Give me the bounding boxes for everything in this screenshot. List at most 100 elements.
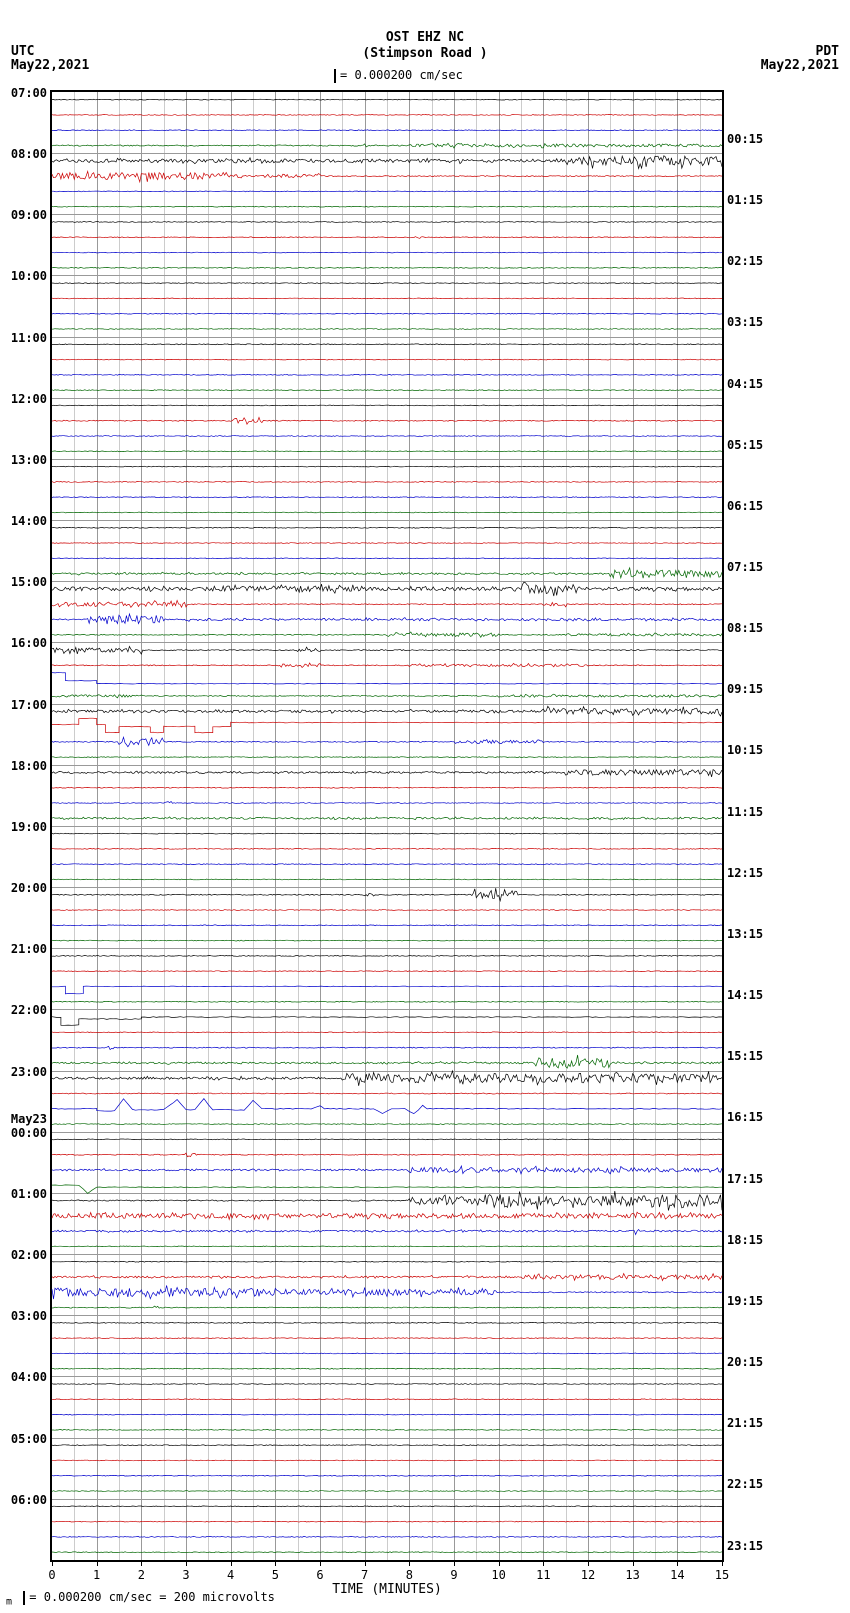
xtick [677,1560,678,1566]
xtick-label: 13 [625,1568,639,1582]
hour-label-left: 03:00 [11,1309,47,1323]
hour-label-right: 19:15 [727,1294,763,1308]
footer-legend: m = 0.000200 cm/sec = 200 microvolts [6,1590,275,1607]
station-title: OST EHZ NC [0,30,850,45]
gridline-h [52,1315,722,1316]
hour-label-left: 01:00 [11,1187,47,1201]
hour-label-right: 14:15 [727,988,763,1002]
hour-label-right: 18:15 [727,1233,763,1247]
xtick-label: 3 [182,1568,189,1582]
hour-label-left: 07:00 [11,86,47,100]
hour-label-left: 15:00 [11,575,47,589]
xtick-label: 5 [272,1568,279,1582]
xtick [275,1560,276,1566]
xtick-label: 10 [491,1568,505,1582]
xtick-label: 4 [227,1568,234,1582]
hour-label-left: 06:00 [11,1493,47,1507]
xtick [722,1560,723,1566]
gridline-h [52,1254,722,1255]
gridline-h [52,581,722,582]
tz-right: PDT [816,44,839,59]
gridline-h [52,948,722,949]
hour-label-left: 23:00 [11,1065,47,1079]
gridline-h [52,398,722,399]
location-title: (Stimpson Road ) [0,46,850,61]
hour-label-left: 21:00 [11,942,47,956]
hour-label-right: 07:15 [727,560,763,574]
tz-left: UTC [11,44,34,59]
xtick [454,1560,455,1566]
hour-label-left: 18:00 [11,759,47,773]
hour-label-left: 00:00 [11,1126,47,1140]
hour-label-right: 04:15 [727,377,763,391]
xtick [588,1560,589,1566]
xtick-label: 6 [316,1568,323,1582]
hour-label-right: 13:15 [727,927,763,941]
date-left-2: May23 [11,1112,47,1126]
hour-label-right: 15:15 [727,1049,763,1063]
xtick [633,1560,634,1566]
xtick-label: 2 [138,1568,145,1582]
hour-label-right: 09:15 [727,682,763,696]
hour-label-left: 09:00 [11,208,47,222]
gridline-h [52,1438,722,1439]
hour-label-left: 11:00 [11,331,47,345]
hour-label-right: 01:15 [727,193,763,207]
hour-label-left: 08:00 [11,147,47,161]
hour-label-right: 03:15 [727,315,763,329]
hour-label-right: 20:15 [727,1355,763,1369]
hour-label-right: 08:15 [727,621,763,635]
gridline-h [52,704,722,705]
gridline-h [52,1499,722,1500]
hour-label-right: 22:15 [727,1477,763,1491]
hour-label-right: 17:15 [727,1172,763,1186]
gridline-h [52,1071,722,1072]
xtick [52,1560,53,1566]
gridline-h [52,887,722,888]
gridline-h [52,1132,722,1133]
gridline-h [52,214,722,215]
xtick-label: 0 [48,1568,55,1582]
date-right: May22,2021 [761,58,839,73]
gridline-h [52,1009,722,1010]
xtick [365,1560,366,1566]
hour-label-left: 20:00 [11,881,47,895]
hour-label-left: 17:00 [11,698,47,712]
xtick [543,1560,544,1566]
hour-label-right: 16:15 [727,1110,763,1124]
gridline-h [52,826,722,827]
gridline-h [52,459,722,460]
xtick-label: 15 [715,1568,729,1582]
gridline-h [52,275,722,276]
hour-label-left: 04:00 [11,1370,47,1384]
hour-label-right: 10:15 [727,743,763,757]
hour-label-left: 13:00 [11,453,47,467]
hour-label-left: 22:00 [11,1003,47,1017]
hour-label-right: 00:15 [727,132,763,146]
xtick [141,1560,142,1566]
gridline-h [52,1376,722,1377]
xtick [231,1560,232,1566]
hour-label-right: 06:15 [727,499,763,513]
hour-label-right: 11:15 [727,805,763,819]
gridline-h [52,642,722,643]
hour-label-left: 12:00 [11,392,47,406]
hour-label-left: 16:00 [11,636,47,650]
gridline-h [52,765,722,766]
hour-label-right: 02:15 [727,254,763,268]
hour-label-left: 02:00 [11,1248,47,1262]
gridline-h [52,520,722,521]
gridline-h [52,337,722,338]
xtick-label: 8 [406,1568,413,1582]
hour-label-left: 10:00 [11,269,47,283]
gridline-h [52,1193,722,1194]
xtick-label: 9 [450,1568,457,1582]
xtick [320,1560,321,1566]
seismogram: OST EHZ NC (Stimpson Road ) UTC PDT May2… [0,0,850,1613]
hour-label-right: 12:15 [727,866,763,880]
date-left: May22,2021 [11,58,89,73]
xtick [409,1560,410,1566]
hour-label-left: 05:00 [11,1432,47,1446]
xtick-label: 14 [670,1568,684,1582]
hour-label-right: 21:15 [727,1416,763,1430]
